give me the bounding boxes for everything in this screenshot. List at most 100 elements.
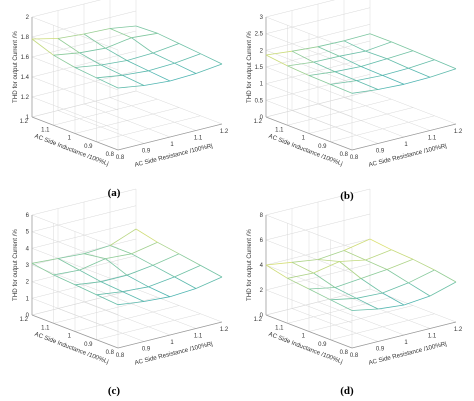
surface-mesh-line [152,52,175,64]
surface-mesh-line [356,297,379,310]
surface-mesh-line [356,75,383,81]
y-tick-label: 1.1 [275,325,284,331]
surface-mesh-line [403,295,431,306]
surface-mesh-line [79,269,102,283]
x-tick-label: 1.2 [220,327,229,333]
surface-mesh-line [365,259,388,270]
surface-mesh-line [343,238,371,251]
surface-mesh-line [391,249,414,260]
surface-mesh-line [148,286,171,298]
surface-mesh-line [83,28,111,35]
y-tick-label: 1.1 [275,127,284,133]
surface-mesh-line [74,67,97,79]
grid-line [96,115,201,143]
z-tick-label: 0 [260,313,264,319]
surface-mesh-line [317,40,345,48]
surface-mesh-line [178,43,201,55]
surface-mesh-line [334,66,362,73]
surface-mesh-line [351,308,379,311]
surface-mesh-line [369,238,392,251]
z-tick-label: 1.4 [21,75,30,81]
surface-mesh-line [135,25,158,34]
y-tick-label: 0.8 [106,350,115,356]
surface-mesh-line [200,265,223,278]
x-tick-label: 0.9 [142,149,151,155]
z-tick-label: 1 [260,82,264,88]
surface-mesh-line [382,75,405,85]
surface-mesh-line [408,67,431,78]
surface-mesh-line [148,70,171,82]
surface-mesh-line [83,253,106,259]
surface-mesh-line [287,65,310,76]
surface-mesh-line [100,64,123,76]
panel-label-a: (a) [108,187,121,199]
grid-line [287,297,392,324]
surface-mesh-line [178,253,201,266]
surface-mesh-line [351,89,379,94]
surface-mesh-line [117,85,145,89]
surface-mesh-line [126,274,149,288]
y-tick-label: 0.8 [340,152,349,158]
surface-mesh-line [287,277,310,290]
y-axis-line [265,314,353,349]
surface-mesh-line [339,50,366,57]
z-tick-label: 0 [26,313,30,319]
surface-mesh-line [131,253,154,266]
surface-mesh-line [429,281,457,297]
x-tick-label: 1.1 [194,334,203,340]
surface-mesh-line [343,33,371,42]
panel-label-c: (c) [108,385,121,397]
surface-mesh-line [152,264,175,278]
grid-line [265,90,371,118]
surface-plot-a: 11.21.41.61.820.80.911.11.20.80.911.11.2… [12,0,229,169]
grid-line [53,297,158,324]
z-tick-label: 6 [260,238,264,244]
surface-plot-b: 0 0.5 1 1.5 2 2.5 3 0.8 0.9 1 1.1 1.2 0.8 0.9 1 1.1 1.2 A… [246,0,463,169]
y-tick-label: 1.2 [20,317,29,323]
y-tick-label: 1.2 [20,119,29,125]
x-tick-label: 1.1 [428,334,437,340]
surface-mesh-line [377,304,405,310]
surface-mesh-line [434,59,457,70]
surface-mesh-line [408,282,431,297]
surface-mesh-line [131,241,158,255]
surface-mesh-line [105,37,132,49]
x-axis-line [351,321,457,349]
surface-mesh-line [79,47,106,54]
grid-line [74,305,180,332]
surface-mesh-line [356,80,379,90]
panel-label-b: (b) [340,190,354,202]
grid-line [96,313,201,341]
surface-mesh-line [287,61,314,67]
surface-mesh-line [291,50,314,63]
surface-mesh-line [412,258,435,271]
z-tick-label: 3 [260,15,264,21]
surface-mesh-line [122,70,149,76]
y-tick-label: 1 [68,136,72,142]
surface-mesh-line [200,53,223,65]
surface-mesh-line [308,287,336,290]
surface-mesh-line [57,253,85,259]
grid-line [74,107,180,134]
z-tick-label: 1.5 [255,65,264,71]
surface-mesh-line [365,50,388,60]
surface-mesh-line [53,274,76,286]
surface-mesh-line [403,76,431,85]
surface-mesh-line [195,63,223,74]
surface-mesh-line [74,281,102,286]
z-tick-label: 1.8 [21,35,30,41]
surface-mesh-line [126,60,149,72]
x-tick-label: 1.2 [220,129,229,135]
grid-line [53,98,158,126]
surface-mesh-line [308,71,336,76]
x-tick-label: 0.9 [376,149,385,155]
z-tick-label: 4 [26,246,30,252]
z-axis-label: THD for output Current /% [246,31,253,103]
x-axis-line [117,123,223,151]
x-tick-label: 1.2 [454,327,463,333]
surface-mesh-line [265,264,288,279]
surface-mesh-line [330,80,357,85]
surface-mesh-line [57,258,80,271]
surface-mesh-line [31,38,54,56]
